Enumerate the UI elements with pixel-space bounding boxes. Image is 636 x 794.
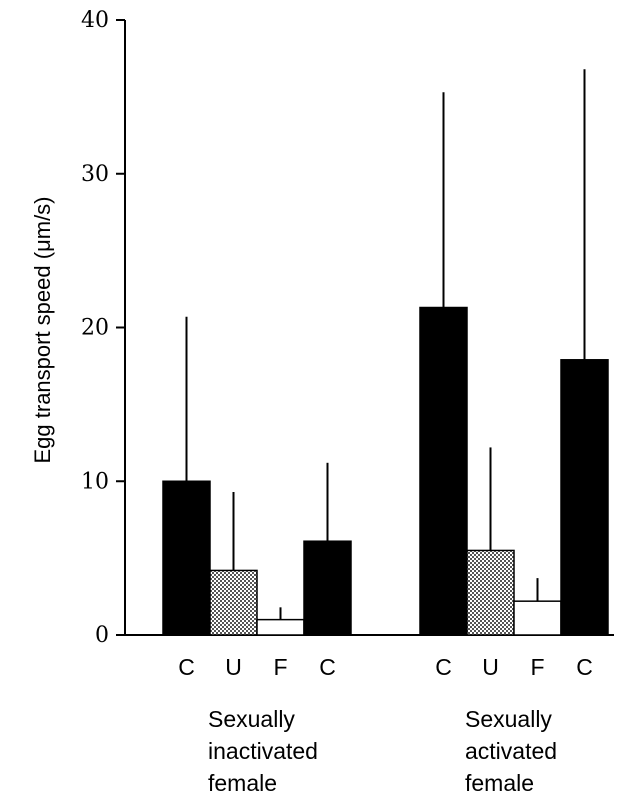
bars (162, 69, 609, 636)
bar (560, 359, 609, 636)
category-label: C (178, 654, 195, 680)
group-label: female (208, 770, 277, 794)
bar (303, 540, 352, 636)
category-label: C (576, 654, 593, 680)
category-label: C (319, 654, 336, 680)
y-tick-label: 30 (81, 162, 109, 187)
category-label: F (530, 654, 544, 680)
labels: C U F C Sexually inactivated female C U F C Sexuall… (178, 654, 593, 794)
y-tick-label: 0 (95, 623, 109, 648)
group-label: activated (465, 738, 557, 764)
group-label: Sexually (465, 706, 552, 732)
category-label: F (273, 654, 287, 680)
bar (256, 618, 305, 636)
category-label: C (435, 654, 452, 680)
bar (513, 600, 562, 636)
bar (162, 480, 211, 636)
category-label: U (482, 654, 499, 680)
bar (419, 306, 468, 636)
y-axis-label: Egg transport speed (μm/s) (30, 196, 55, 463)
y-tick-label: 10 (81, 469, 109, 494)
y-tick-label: 20 (81, 316, 109, 341)
bar (466, 549, 515, 636)
category-label: U (225, 654, 242, 680)
group-label: Sexually (208, 706, 295, 732)
y-tick-label: 40 (81, 8, 109, 33)
bar (209, 569, 258, 636)
group-label: inactivated (208, 738, 318, 764)
group-label: female (465, 770, 534, 794)
